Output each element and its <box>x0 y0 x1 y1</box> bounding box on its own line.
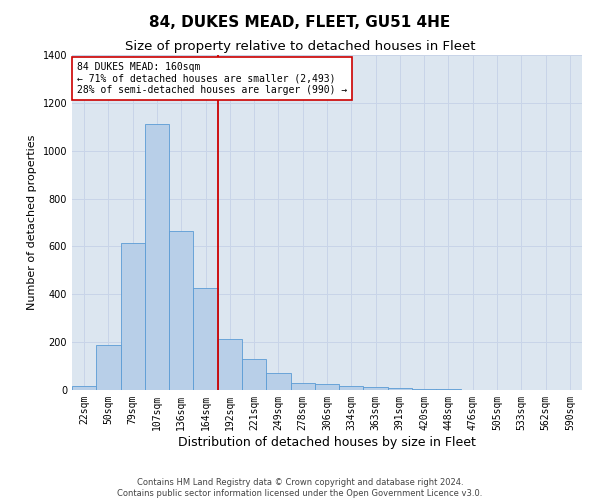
Bar <box>339 386 364 390</box>
Text: Contains HM Land Registry data © Crown copyright and database right 2024.
Contai: Contains HM Land Registry data © Crown c… <box>118 478 482 498</box>
Y-axis label: Number of detached properties: Number of detached properties <box>27 135 37 310</box>
Bar <box>412 389 436 390</box>
Bar <box>193 288 218 390</box>
Bar <box>96 344 121 390</box>
Text: Size of property relative to detached houses in Fleet: Size of property relative to detached ho… <box>125 40 475 53</box>
Bar <box>266 373 290 390</box>
Bar <box>364 387 388 390</box>
Text: 84 DUKES MEAD: 160sqm
← 71% of detached houses are smaller (2,493)
28% of semi-d: 84 DUKES MEAD: 160sqm ← 71% of detached … <box>77 62 347 95</box>
Bar <box>388 388 412 390</box>
Bar <box>169 231 193 390</box>
Bar <box>242 359 266 390</box>
X-axis label: Distribution of detached houses by size in Fleet: Distribution of detached houses by size … <box>178 436 476 448</box>
Bar <box>72 386 96 390</box>
Bar <box>290 383 315 390</box>
Text: 84, DUKES MEAD, FLEET, GU51 4HE: 84, DUKES MEAD, FLEET, GU51 4HE <box>149 15 451 30</box>
Bar <box>121 243 145 390</box>
Bar <box>315 384 339 390</box>
Bar <box>145 124 169 390</box>
Bar <box>218 338 242 390</box>
